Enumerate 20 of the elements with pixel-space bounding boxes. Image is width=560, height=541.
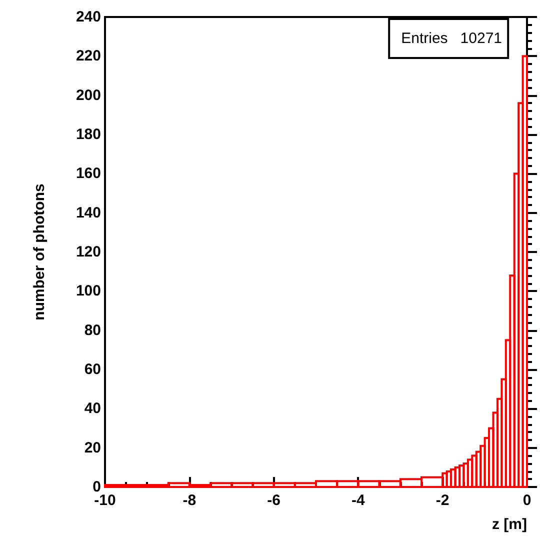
y-tick-label: 40	[84, 400, 101, 418]
y-tick-label: 80	[84, 322, 101, 339]
y-tick-label: 200	[76, 86, 101, 104]
y-tick-label: 20	[84, 439, 101, 456]
y-tick-label: 240	[76, 8, 101, 26]
y-tick-label: 220	[76, 48, 101, 65]
x-tick-label: -2	[436, 492, 450, 509]
y-axis-title: number of photons	[31, 184, 48, 320]
x-tick-label: -6	[267, 492, 280, 509]
y-tick-label: 180	[76, 126, 101, 143]
x-tick-label: -4	[352, 492, 366, 509]
x-tick-label: 0	[522, 492, 532, 509]
y-tick-label: 160	[76, 165, 101, 182]
annotation: Entries 10271	[401, 30, 502, 47]
y-tick-label: 120	[76, 244, 101, 260]
x-axis-title: z [m]	[492, 516, 527, 533]
x-tick-label: -8	[182, 492, 196, 509]
y-tick-label: 100	[76, 282, 101, 300]
y-tick-label: 140	[76, 204, 101, 222]
y-tick-label: 60	[84, 361, 101, 378]
